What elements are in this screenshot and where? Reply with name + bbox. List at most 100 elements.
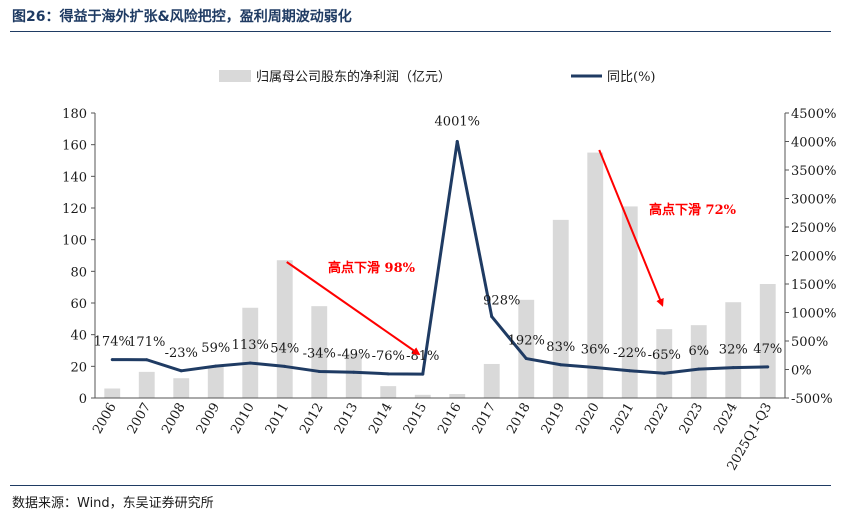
yoy-label-2007: 171% [128,335,165,350]
bar-2021 [621,206,638,398]
bar-2025Q1-Q3 [759,284,776,398]
yoy-point-2012 [317,369,321,373]
yoy-point-2019 [559,363,563,367]
yoy-label-2019: 83% [546,340,575,355]
x-tick-label-2008: 2008 [159,401,189,437]
bar-2015 [414,394,431,398]
figure-title: 图26：得益于海外扩张&风险把控，盈利周期波动弱化 [12,9,352,25]
x-tick-label-2013: 2013 [332,401,362,437]
x-tick-label-2007: 2007 [125,401,155,437]
yoy-label-2023: 6% [688,344,709,359]
x-tick-label-2016: 2016 [435,401,465,437]
bar-2008 [173,378,190,398]
bar-2020 [587,152,604,398]
bar-2019 [552,219,569,398]
y-right-tick-label: 2000% [791,250,836,265]
y-left-tick-label: 40 [70,329,87,344]
yoy-point-2024 [731,366,735,370]
bar-2022 [656,329,673,398]
y-left-tick-label: 120 [62,202,87,217]
legend-bar-swatch [219,70,251,82]
y-left-tick-label: 0 [79,392,87,407]
yoy-point-2021 [628,369,632,373]
x-tick-label-2009: 2009 [194,401,224,437]
yoy-point-2020 [593,365,597,369]
yoy-point-2006 [110,358,114,362]
yoy-label-2022: -65% [648,348,681,363]
bar-2007 [138,371,155,398]
x-tick-label-2019: 2019 [539,401,569,437]
y-right-tick-label: 500% [791,335,828,350]
y-right-tick-label: 4000% [791,136,836,151]
bar-2023 [690,325,707,398]
yoy-label-2015: -81% [406,349,439,364]
yoy-label-2012: -34% [303,346,336,361]
x-tick-label-2014: 2014 [366,401,396,437]
y-right-tick-label: 1500% [791,278,836,293]
y-left-tick-label: 160 [62,139,87,154]
annotation-arrow-1 [286,261,421,356]
yoy-point-2009 [214,364,218,368]
yoy-point-2018 [524,357,528,361]
x-tick-label-2010: 2010 [228,401,258,437]
y-left-tick-label: 20 [70,360,87,375]
yoy-point-2014 [386,372,390,376]
yoy-label-2020: 36% [581,342,610,357]
yoy-label-2014: -76% [372,349,405,364]
y-right-tick-label: -500% [791,392,833,407]
yoy-label-2008: -23% [165,346,198,361]
legend-line-label: 同比(%) [607,70,656,85]
source-rule [10,485,831,486]
yoy-point-2016 [455,139,459,143]
yoy-label-2024: 32% [719,343,748,358]
yoy-label-2006: 174% [94,335,131,350]
annotation-label-1: 高点下滑 98% [328,260,416,276]
y-right-tick-label: 3000% [791,193,836,208]
yoy-line [112,139,768,376]
y-right-tick-label: 3500% [791,164,836,179]
y-left-tick-label: 180 [62,107,87,122]
bar-2012 [311,306,328,398]
yoy-point-2007 [145,358,149,362]
yoy-point-2013 [352,370,356,374]
bar-2013 [345,353,362,398]
bar-2024 [725,302,742,398]
bar-2018 [518,299,535,398]
x-tick-label-2006: 2006 [90,401,120,437]
source-note: 数据来源：Wind，东吴证券研究所 [12,496,214,511]
y-left-tick-label: 140 [62,170,87,185]
y-left-tick-label: 80 [70,265,87,280]
yoy-label-2011: 54% [270,341,299,356]
x-tick-label-2021: 2021 [608,401,638,437]
yoy-point-2011 [283,364,287,368]
y-right-tick-label: 0% [791,364,812,379]
bar-2006 [104,388,121,398]
yoy-label-2010: 113% [232,338,269,353]
x-tick-label-2017: 2017 [470,401,500,437]
yoy-point-2008 [179,369,183,373]
x-tick-label-2015: 2015 [401,401,431,437]
yoy-label-2017: 928% [483,294,520,309]
yoy-label-2016: 4001% [435,114,480,129]
x-tick-label-2023: 2023 [677,401,707,437]
yoy-label-2018: 192% [508,334,545,349]
x-tick-label-2012: 2012 [297,401,327,437]
yoy-point-2025Q1-Q3 [766,365,770,369]
x-tick-label-2020: 2020 [573,401,603,437]
x-tick-label-2022: 2022 [642,401,672,437]
y-right-tick-label: 1000% [791,307,836,322]
bar-2009 [207,366,224,398]
yoy-point-2010 [248,361,252,365]
y-left-tick-label: 100 [62,234,87,249]
x-tick-label-2011: 2011 [263,401,293,437]
y-left-tick-label: 60 [70,297,87,312]
yoy-point-2015 [421,372,425,376]
bar-2010 [242,307,259,398]
yoy-label-2021: -22% [613,346,646,361]
x-tick-label-2018: 2018 [504,401,534,437]
yoy-label-2009: 59% [201,341,230,356]
yoy-label-2025Q1-Q3: 47% [753,342,782,357]
yoy-point-2022 [662,371,666,375]
bar-2017 [483,363,500,398]
